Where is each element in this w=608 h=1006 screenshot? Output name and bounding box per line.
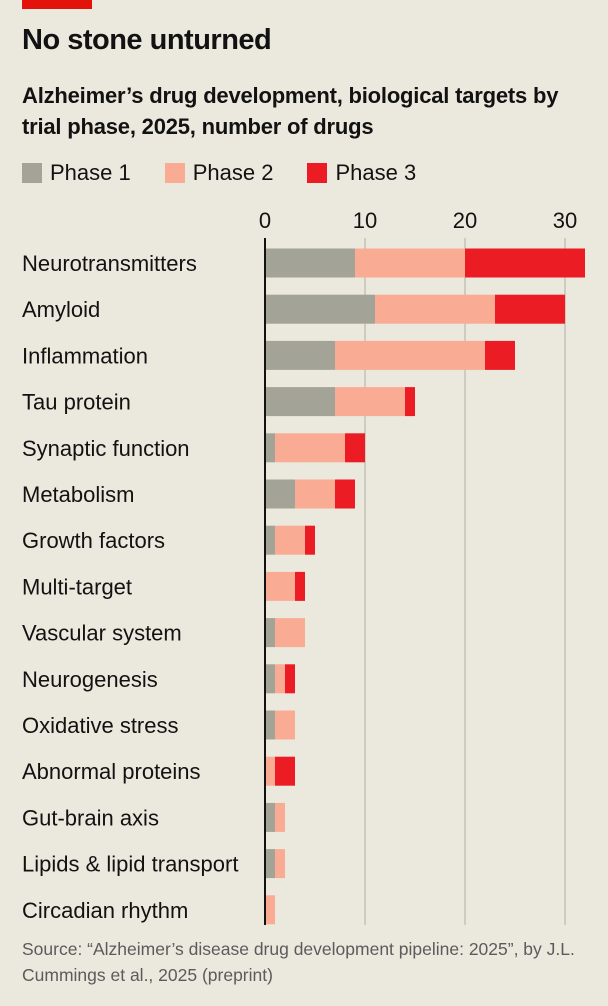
legend-item-phase-2: Phase 2 [164,160,274,186]
category-label: Inflammation [22,343,148,368]
bar-segment-phase-1 [265,479,295,509]
bar-segment-phase-2 [265,756,275,786]
category-label: Lipids & lipid transport [22,852,238,877]
category-labels: Neurotransmitters Amyloid Inflammation Tau … [22,251,238,923]
bar-segment-phase-2 [265,895,275,925]
bar-segment-phase-2 [265,571,295,601]
bar-segment-phase-3 [285,664,295,694]
bar-segment-phase-2 [295,479,335,509]
category-label: Vascular system [22,621,182,646]
category-label: Abnormal proteins [22,759,201,784]
category-label: Amyloid [22,297,100,322]
bars [265,248,585,925]
bar-segment-phase-2 [275,618,305,648]
bar-segment-phase-3 [335,479,355,509]
x-tick-label-30: 30 [553,208,577,233]
bar-segment-phase-2 [275,802,285,832]
bar-segment-phase-1 [265,294,375,324]
legend-label-phase-2: Phase 2 [192,160,274,185]
category-label: Neurotransmitters [22,251,197,276]
bar-segment-phase-1 [265,849,275,879]
legend-label-phase-1: Phase 1 [50,160,131,185]
bar-segment-phase-3 [485,340,515,370]
bar-segment-phase-1 [265,340,335,370]
bar-segment-phase-1 [265,248,355,278]
category-label: Metabolism [22,482,134,507]
category-label: Neurogenesis [22,667,158,692]
bar-segment-phase-3 [465,248,585,278]
bar-segment-phase-2 [275,525,305,555]
category-label: Growth factors [22,528,165,553]
bar-segment-phase-3 [405,387,415,417]
bar-segment-phase-3 [275,756,295,786]
category-label: Oxidative stress [22,713,179,738]
bar-segment-phase-3 [305,525,315,555]
bar-segment-phase-1 [265,664,275,694]
bar-segment-phase-2 [275,849,285,879]
bar-segment-phase-2 [375,294,495,324]
bar-segment-phase-2 [275,710,295,740]
category-label: Multi-target [22,574,132,599]
category-label: Gut-brain axis [22,805,159,830]
bar-segment-phase-3 [495,294,565,324]
bar-segment-phase-2 [275,433,345,463]
x-tick-label-0: 0 [259,208,271,233]
bar-segment-phase-2 [335,340,485,370]
legend-swatch-phase-3 [307,163,328,183]
category-label: Tau protein [22,390,131,415]
source-note: Source: “Alzheimer’s disease drug develo… [22,939,575,985]
legend-swatch-phase-2 [164,163,185,183]
bar-segment-phase-3 [295,571,305,601]
bar-segment-phase-2 [275,664,285,694]
chart-title: No stone unturned [22,24,272,56]
bar-segment-phase-1 [265,433,275,463]
legend-item-phase-1: Phase 1 [22,160,131,186]
category-label: Synaptic function [22,436,190,461]
legend-item-phase-3: Phase 3 [307,160,416,186]
bar-segment-phase-1 [265,802,275,832]
category-label: Circadian rhythm [22,898,188,923]
bar-segment-phase-1 [265,387,335,417]
brand-red-tag [22,0,92,9]
x-tick-label-20: 20 [453,208,477,233]
x-tick-label-10: 10 [353,208,377,233]
legend-label-phase-3: Phase 3 [335,160,417,185]
legend-swatch-phase-1 [22,163,42,183]
bar-segment-phase-2 [335,387,405,417]
x-tick-labels: 0 10 20 30 [259,208,577,233]
bar-segment-phase-3 [345,433,365,463]
legend: Phase 1 Phase 2 Phase 3 [22,160,450,186]
bar-segment-phase-2 [355,248,465,278]
bar-segment-phase-1 [265,525,275,555]
bar-segment-phase-1 [265,618,275,648]
chart-subtitle: Alzheimer’s drug development, biological… [22,83,559,139]
bar-segment-phase-1 [265,710,275,740]
